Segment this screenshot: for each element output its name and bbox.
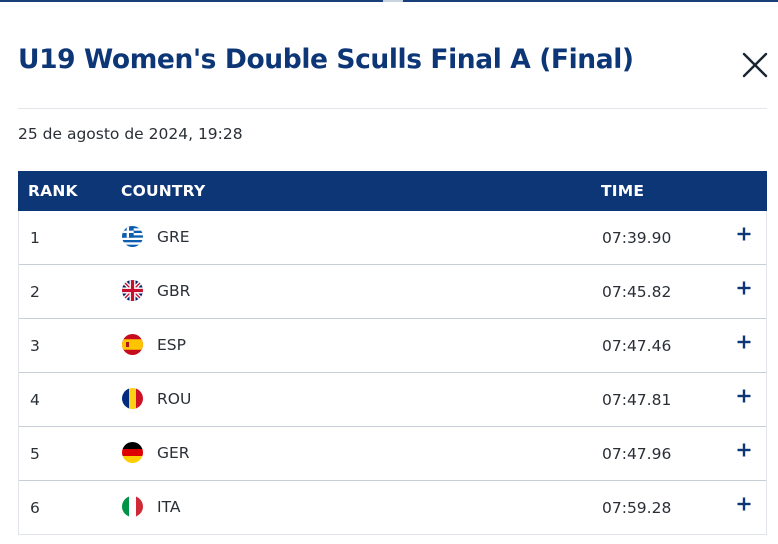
rank-cell: 5 [30,445,40,463]
country-cell: GRE [157,228,190,246]
results-table: RANK COUNTRY TIME 1 [18,171,767,535]
rank-cell: 3 [30,337,40,355]
time-cell: 07:39.90 [602,229,672,247]
time-cell: 07:47.96 [602,445,672,463]
time-cell: 07:47.46 [602,337,672,355]
modal-top-border-handle [383,0,403,2]
modal-title: U19 Women's Double Sculls Final A (Final… [18,44,634,75]
plus-icon[interactable] [737,497,751,511]
country-cell: ROU [157,390,192,408]
rank-cell: 1 [30,229,40,247]
table-row[interactable]: 3 ESP 07:47.46 [19,319,766,373]
germany-flag-icon [122,442,143,463]
country-cell: ESP [157,336,186,354]
spain-flag-icon [122,334,143,355]
italy-flag-icon [122,496,143,517]
romania-flag-icon [122,388,143,409]
table-row[interactable]: 2 GBR [19,265,766,319]
country-cell: GER [157,444,190,462]
table-row[interactable]: 6 ITA 07:59.28 [19,481,766,535]
time-cell: 07:45.82 [602,283,672,301]
table-row[interactable]: 1 GRE [19,211,766,265]
table-header: RANK COUNTRY TIME [18,171,767,211]
table-body: 1 GRE [18,211,767,535]
time-cell: 07:47.81 [602,391,672,409]
title-divider [18,108,767,109]
close-icon [742,52,768,78]
column-header-rank: RANK [28,182,78,200]
plus-icon[interactable] [737,443,751,457]
greece-flag-icon [122,226,143,247]
rank-cell: 6 [30,499,40,517]
column-header-time: TIME [601,182,645,200]
great-britain-flag-icon [122,280,143,301]
rank-cell: 2 [30,283,40,301]
country-cell: GBR [157,282,191,300]
table-row[interactable]: 4 ROU 07:47.81 [19,373,766,427]
table-row[interactable]: 5 GER 07:47.96 [19,427,766,481]
plus-icon[interactable] [737,227,751,241]
close-button[interactable] [738,48,772,82]
plus-icon[interactable] [737,335,751,349]
time-cell: 07:59.28 [602,499,672,517]
plus-icon[interactable] [737,389,751,403]
plus-icon[interactable] [737,281,751,295]
race-date-time: 25 de agosto de 2024, 19:28 [18,125,243,143]
rank-cell: 4 [30,391,40,409]
country-cell: ITA [157,498,181,516]
column-header-country: COUNTRY [121,182,206,200]
